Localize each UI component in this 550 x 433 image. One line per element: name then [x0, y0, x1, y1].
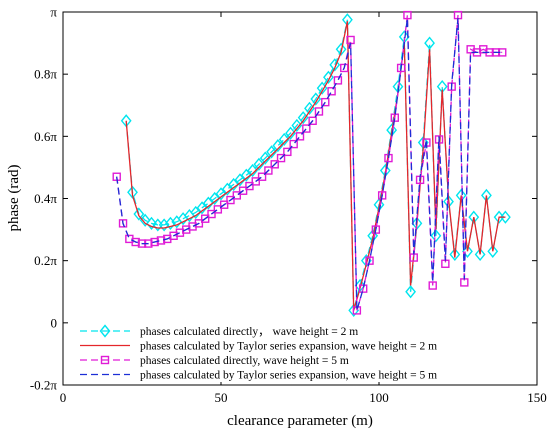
y-tick-label: 0.4π	[34, 191, 57, 206]
data-point	[194, 219, 204, 228]
data-point	[257, 172, 267, 181]
data-point	[228, 177, 240, 192]
data-point	[424, 36, 435, 50]
data-point	[308, 116, 317, 125]
data-point	[487, 244, 499, 258]
data-point	[202, 196, 214, 210]
legend-entry: phases calculated directly， wave height …	[140, 326, 358, 338]
data-point	[264, 166, 273, 175]
data-point	[449, 247, 461, 262]
data-point	[251, 177, 260, 186]
data-point	[133, 207, 145, 221]
data-point	[247, 163, 259, 178]
y-axis-label: phase (rad)	[6, 164, 22, 231]
data-point	[335, 42, 347, 56]
data-point	[221, 182, 233, 196]
x-axis-label: clearance parameter (m)	[227, 413, 373, 429]
data-point	[213, 205, 223, 214]
series-layer	[112, 10, 511, 318]
data-point	[215, 187, 227, 201]
data-point	[468, 210, 480, 224]
y-tick-label: π	[50, 5, 57, 20]
legend-marker	[100, 355, 110, 365]
data-point	[340, 63, 349, 73]
series-line-1	[125, 19, 506, 311]
data-point	[443, 195, 454, 209]
data-point	[430, 229, 442, 243]
data-point	[146, 216, 157, 230]
x-tick-label: 50	[215, 390, 228, 405]
data-point	[333, 76, 343, 85]
data-point	[285, 126, 296, 140]
data-point	[158, 218, 170, 232]
data-point	[428, 281, 437, 290]
data-point	[321, 97, 330, 107]
data-point	[403, 10, 412, 20]
data-point	[314, 107, 324, 116]
data-point	[276, 153, 286, 163]
data-point	[302, 124, 311, 133]
data-point	[234, 173, 246, 187]
y-tick-label: 0.8π	[34, 67, 57, 82]
data-point	[226, 195, 235, 205]
series-1	[120, 13, 511, 318]
legend: phases calculated directly， wave height …	[70, 320, 525, 382]
x-tick-label: 150	[527, 390, 547, 405]
data-point	[240, 168, 252, 182]
data-point	[474, 247, 486, 262]
data-point	[329, 58, 341, 72]
data-point	[291, 118, 303, 133]
y-tick-label: -0.2π	[30, 378, 58, 393]
series-4	[116, 18, 503, 311]
legend-box	[70, 320, 525, 382]
data-point	[327, 87, 336, 96]
data-point	[232, 191, 242, 200]
x-tick-label: 100	[369, 390, 389, 405]
legend-entry: phases calculated by Taylor series expan…	[140, 341, 437, 353]
data-point	[365, 256, 374, 265]
data-point	[278, 132, 290, 147]
legend-entry: phases calculated directly, wave height …	[140, 355, 349, 367]
data-point	[238, 186, 248, 195]
data-point	[462, 244, 473, 258]
series-line-3	[116, 15, 503, 311]
data-point	[359, 284, 368, 293]
data-point	[259, 151, 271, 165]
data-point	[295, 132, 305, 141]
data-point	[209, 191, 221, 206]
data-point	[139, 213, 151, 227]
data-point	[266, 145, 277, 159]
legend-entry: phases calculated by Taylor series expan…	[140, 370, 437, 382]
data-point	[289, 139, 298, 149]
x-tick-label: 0	[60, 390, 67, 405]
data-point	[118, 219, 128, 228]
data-point	[245, 181, 254, 191]
data-point	[253, 157, 265, 171]
data-point	[405, 285, 417, 299]
data-point	[190, 205, 202, 220]
y-tick-label: 0.2π	[34, 253, 57, 268]
y-tick-label: 0	[51, 315, 58, 330]
data-point	[272, 139, 284, 153]
series-2	[125, 21, 506, 311]
data-point	[200, 214, 210, 223]
data-point	[270, 160, 279, 169]
legend-marker	[99, 324, 111, 338]
data-point	[499, 210, 511, 224]
data-point	[165, 216, 176, 230]
data-point	[196, 201, 208, 215]
data-point	[371, 225, 381, 234]
series-line-4	[116, 18, 503, 311]
y-tick-label: 0.6π	[34, 129, 57, 144]
series-line-2	[125, 21, 506, 311]
data-point	[207, 209, 216, 219]
data-point	[127, 185, 138, 199]
data-point	[283, 147, 292, 157]
data-point	[219, 200, 229, 209]
